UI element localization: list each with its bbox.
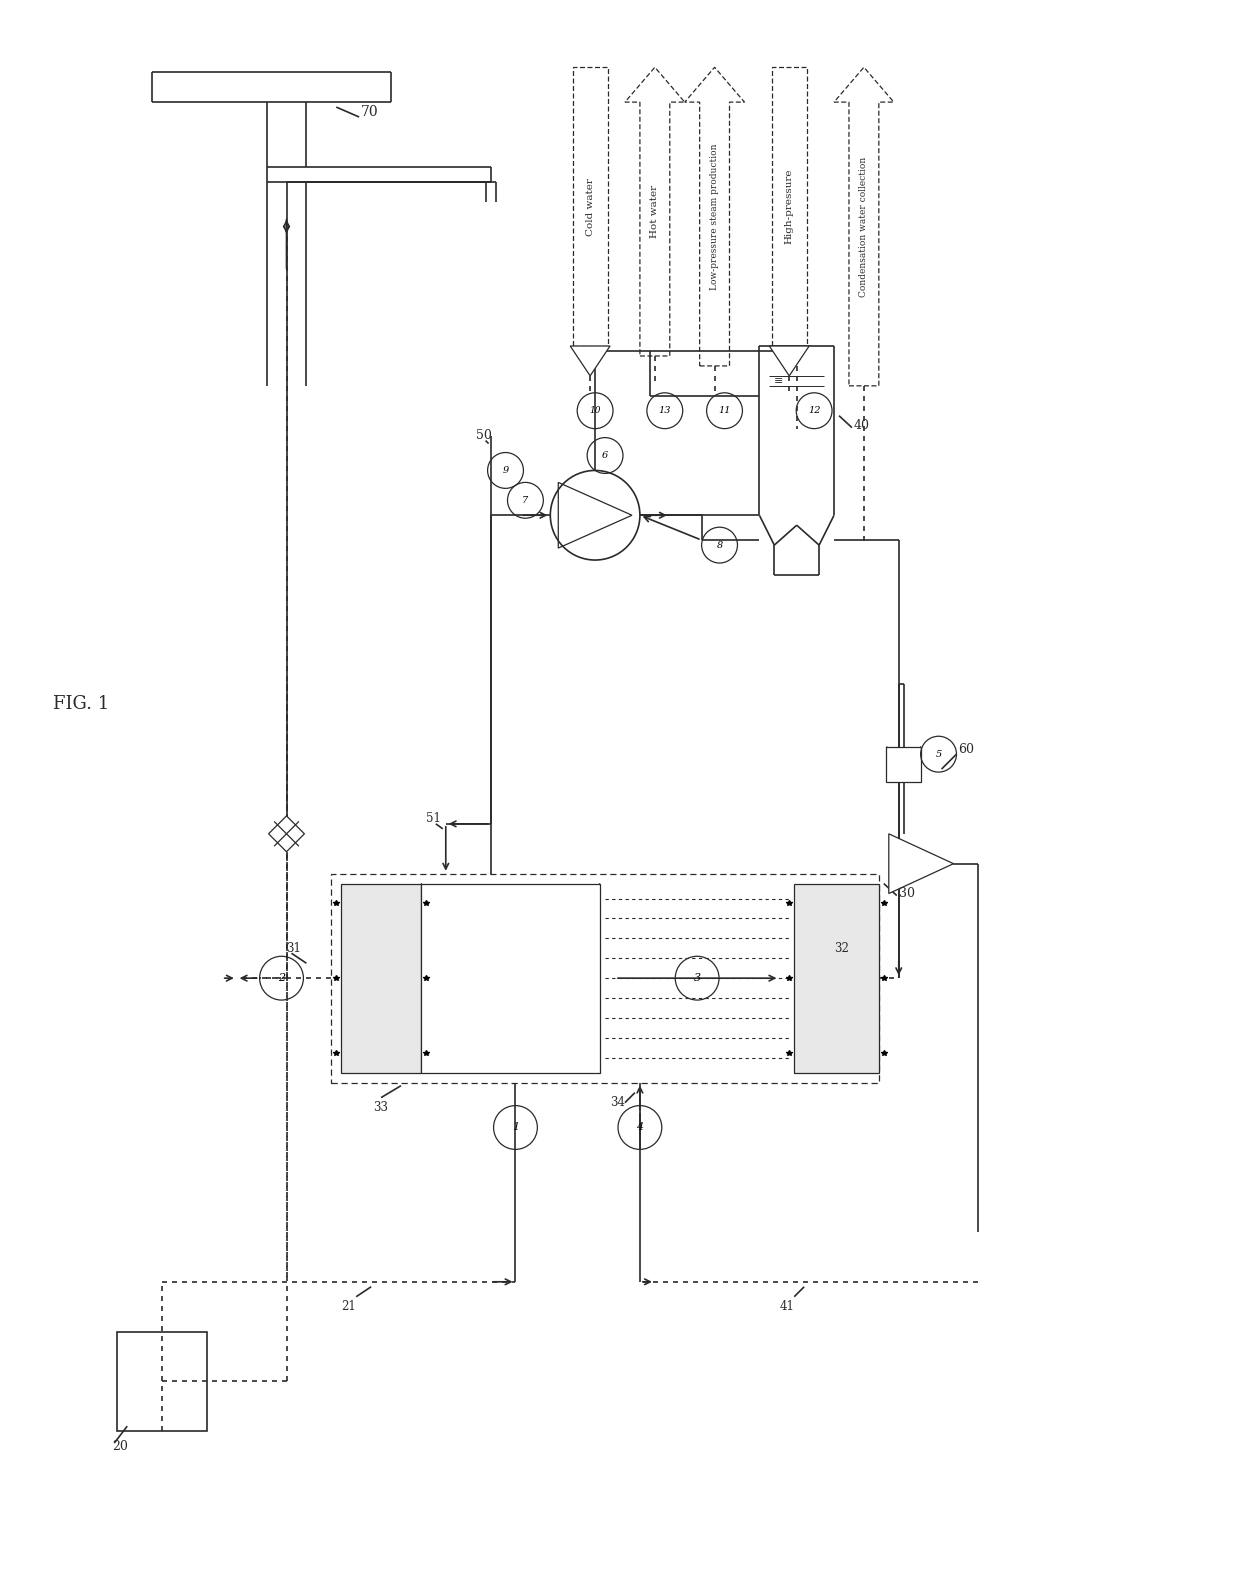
Bar (887, 746, 921, 781)
Text: 3: 3 (693, 973, 701, 984)
Text: Hot water: Hot water (650, 185, 660, 238)
Text: 70: 70 (361, 105, 378, 119)
Text: Cold water: Cold water (585, 177, 595, 236)
Text: High-pressure: High-pressure (785, 169, 794, 244)
Text: 40: 40 (854, 420, 870, 432)
Polygon shape (570, 345, 610, 375)
Text: 4: 4 (636, 1123, 644, 1133)
Text: 12: 12 (808, 406, 821, 415)
Text: 33: 33 (373, 1101, 388, 1114)
Bar (341, 884, 420, 1072)
Text: 41: 41 (779, 1300, 794, 1313)
Text: 20: 20 (113, 1440, 128, 1453)
Bar (794, 884, 879, 1072)
Text: 51: 51 (425, 813, 440, 825)
Text: 7: 7 (522, 496, 528, 505)
Text: 21: 21 (341, 1300, 356, 1313)
Text: 11: 11 (718, 406, 730, 415)
Text: 2: 2 (278, 973, 285, 984)
Text: 13: 13 (658, 406, 671, 415)
Bar (331, 874, 879, 1083)
Text: Low-pressure steam production: Low-pressure steam production (711, 143, 719, 290)
Polygon shape (625, 67, 684, 356)
Text: 30: 30 (899, 887, 915, 900)
Text: 8: 8 (717, 540, 723, 550)
Text: 32: 32 (835, 942, 849, 955)
Text: 9: 9 (502, 466, 508, 475)
Polygon shape (684, 67, 744, 366)
Text: 50: 50 (476, 429, 491, 442)
Bar (573, 67, 608, 345)
Text: Condensation water collection: Condensation water collection (859, 157, 868, 296)
Text: 6: 6 (601, 451, 608, 459)
Polygon shape (269, 816, 305, 852)
Text: 1: 1 (512, 1123, 520, 1133)
Polygon shape (769, 345, 810, 375)
Circle shape (551, 470, 640, 561)
Text: ≡: ≡ (774, 375, 784, 386)
Text: 10: 10 (589, 406, 601, 415)
Text: 60: 60 (959, 743, 975, 756)
Bar (420, 884, 600, 1072)
Text: 34: 34 (610, 1096, 625, 1109)
Polygon shape (889, 833, 954, 893)
Text: 31: 31 (286, 942, 301, 955)
Text: 5: 5 (935, 749, 941, 759)
Polygon shape (835, 67, 894, 386)
Bar (771, 67, 807, 345)
Bar (118, 1332, 207, 1430)
Text: FIG. 1: FIG. 1 (52, 695, 109, 713)
